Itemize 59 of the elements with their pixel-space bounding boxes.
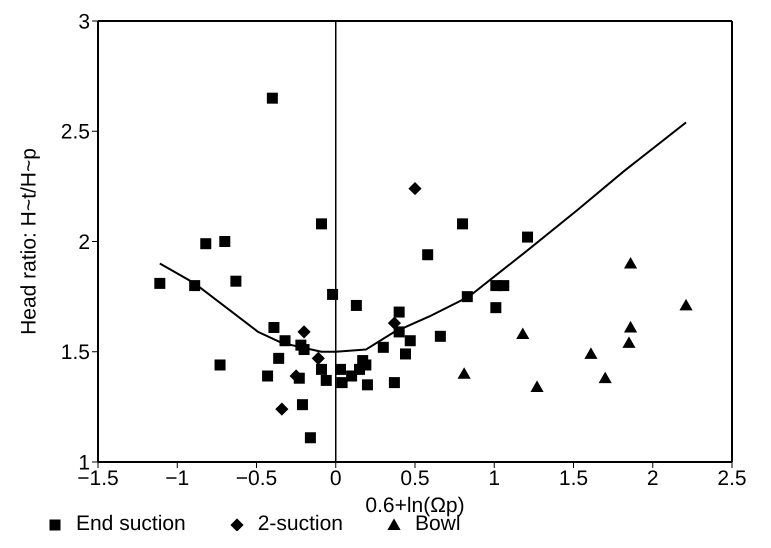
point (335, 364, 346, 375)
point (408, 182, 422, 196)
point (327, 288, 338, 300)
point (378, 342, 389, 353)
point (230, 276, 242, 287)
point (394, 306, 405, 318)
point (434, 330, 446, 342)
point (266, 92, 278, 104)
point (316, 218, 327, 230)
y-tick-label: 1.5 (60, 341, 90, 364)
point (388, 316, 401, 330)
point (530, 380, 544, 392)
legend-label: End suction (76, 512, 186, 536)
point (312, 352, 325, 365)
x-tick-label: 0.5 (400, 466, 430, 490)
point (320, 374, 332, 386)
point (296, 399, 308, 410)
legend-label: 2-suction (258, 512, 343, 536)
point (522, 232, 534, 243)
point (200, 238, 212, 250)
point (458, 367, 471, 379)
y-axis-title: Head ratio: H~t/H~p (17, 148, 40, 335)
point (219, 236, 230, 247)
point (422, 249, 434, 260)
point (362, 379, 373, 390)
point (404, 335, 416, 346)
point (268, 322, 280, 333)
point (388, 377, 400, 388)
y-tick-label: 2.5 (60, 120, 90, 144)
point (316, 364, 327, 375)
point (584, 347, 598, 359)
point (400, 348, 411, 360)
point (154, 278, 166, 289)
x-tick-label: −0.5 (236, 466, 278, 490)
x-tick-label: 1 (488, 466, 500, 490)
x-tick-label: −1 (165, 466, 190, 490)
point (304, 432, 316, 444)
y-tick-label: 3 (78, 10, 90, 34)
point (273, 352, 284, 364)
x-tick-label: 2 (646, 466, 659, 490)
point (498, 280, 510, 292)
point (490, 302, 502, 314)
point (457, 218, 468, 230)
x-tick-label: 2.5 (717, 466, 747, 490)
x-tick-label: 1.5 (558, 466, 588, 490)
point (598, 372, 612, 384)
point (679, 298, 693, 310)
y-tick-label: 2 (78, 230, 90, 254)
point (350, 300, 362, 311)
point (214, 359, 226, 370)
x-tick-label: 0 (330, 466, 342, 490)
point (336, 377, 348, 388)
point (622, 336, 636, 348)
point (624, 256, 638, 268)
point (262, 370, 274, 382)
point (624, 320, 638, 332)
point (516, 328, 530, 340)
point (297, 325, 311, 339)
point (275, 402, 288, 416)
